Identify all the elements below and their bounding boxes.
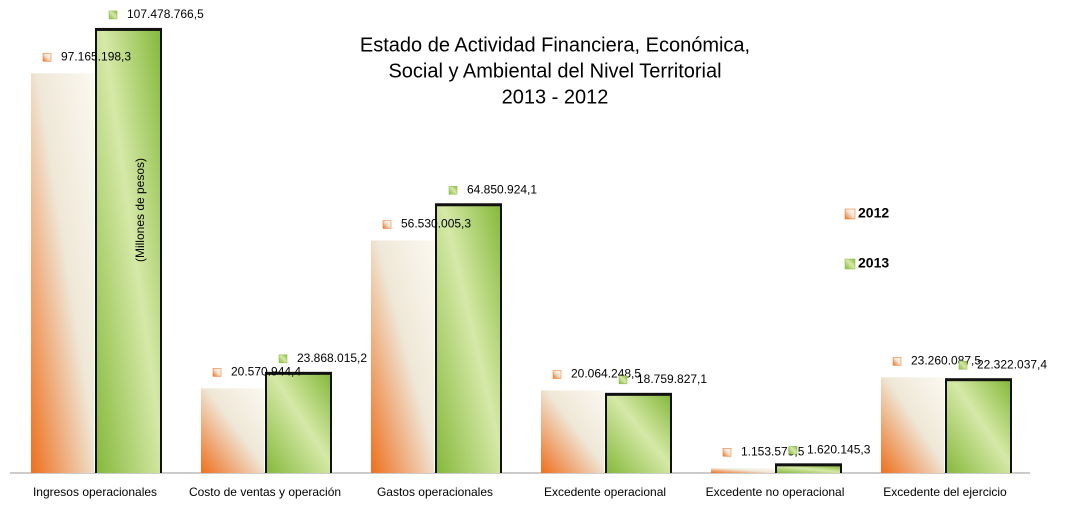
label-marker <box>108 10 118 20</box>
label-marker <box>958 360 968 370</box>
label-marker <box>892 357 902 366</box>
bar <box>947 381 1010 473</box>
bar <box>267 374 330 473</box>
label-marker <box>618 375 628 385</box>
x-tick-label: Gastos operacionales <box>376 485 494 499</box>
bar <box>777 466 840 473</box>
x-tick-label: Excedente operacional <box>543 485 667 499</box>
data-label: 23.260.087,5 <box>911 354 981 368</box>
data-label: 97.165.198,3 <box>61 50 131 64</box>
bar <box>31 73 94 473</box>
data-label: 23.868.015,2 <box>297 351 367 365</box>
x-tick-label: Ingresos operacionales <box>32 485 158 499</box>
bar <box>607 395 670 473</box>
x-tick-label: Costo de ventas y operación <box>188 485 342 499</box>
legend-label: 2012 <box>858 205 889 221</box>
y-axis-label: (Millones de pesos) <box>133 158 147 262</box>
legend-marker <box>844 258 856 270</box>
bar <box>201 388 264 473</box>
bar <box>437 206 500 474</box>
data-label: 22.322.037,4 <box>977 357 1047 371</box>
label-marker <box>552 370 562 379</box>
data-label: 1.620.145,3 <box>807 443 871 457</box>
x-tick-label: Excedente no operacional <box>705 485 845 499</box>
legend-label: 2013 <box>858 255 889 271</box>
legend-marker <box>844 208 856 220</box>
bar <box>541 390 604 473</box>
data-label: 56.530.005,3 <box>401 217 471 231</box>
data-label: 18.759.827,1 <box>637 372 707 386</box>
bar <box>711 468 774 473</box>
label-marker <box>448 186 458 195</box>
data-label: 107.478.766,5 <box>127 7 204 21</box>
bar <box>371 240 434 473</box>
x-tick-label: Excedente del ejercicio <box>883 485 1007 499</box>
label-marker <box>42 53 52 62</box>
label-marker <box>788 446 798 455</box>
chart-title: 2013 - 2012 <box>502 86 609 108</box>
bar <box>97 30 160 474</box>
data-label: 20.064.248,5 <box>571 367 641 381</box>
label-marker <box>722 448 732 457</box>
chart-title: Social y Ambiental del Nivel Territorial <box>388 60 721 82</box>
label-marker <box>382 220 392 229</box>
data-label: 20.570.944,4 <box>231 365 301 379</box>
bar <box>881 377 944 473</box>
data-label: 64.850.924,1 <box>467 182 537 196</box>
label-marker <box>278 354 288 364</box>
chart-title: Estado de Actividad Financiera, Económic… <box>360 34 750 56</box>
label-marker <box>212 368 222 377</box>
